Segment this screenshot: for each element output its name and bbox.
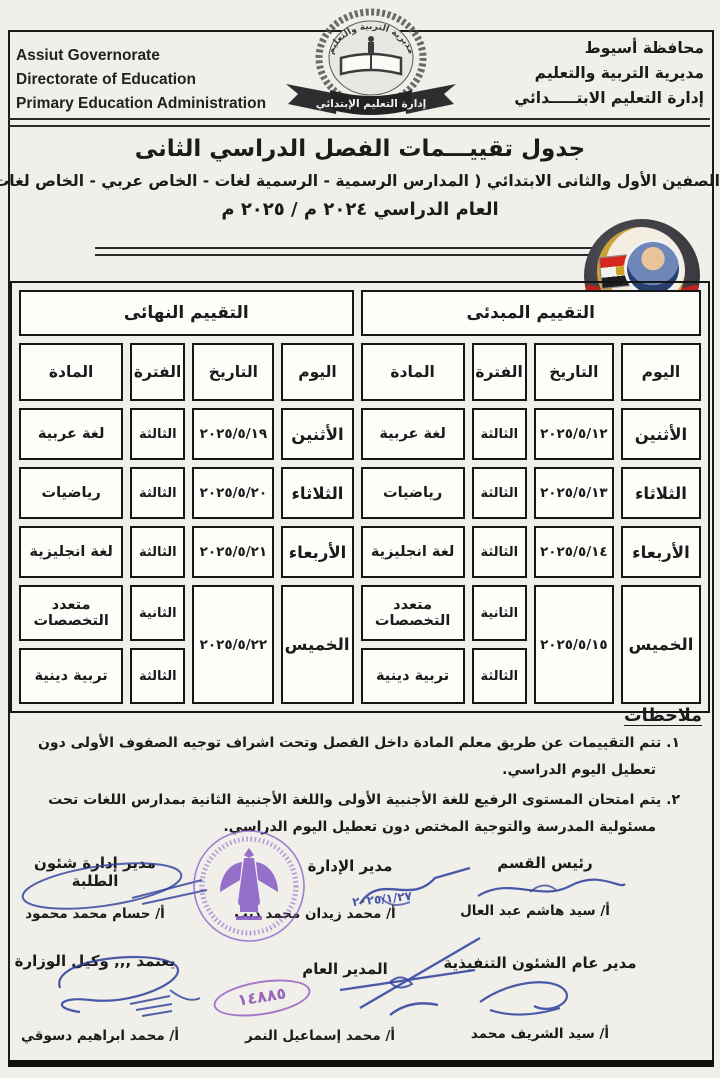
table-row-tuesday: الثلاثاء ٢٠٢٥/٥/١٣ الثالثة رياضيات الثلا… [19, 467, 701, 519]
period-cell: الثالثة [130, 648, 186, 704]
subject-cell: تربية دينية [19, 648, 124, 704]
period-cell: الثالثة [471, 648, 527, 704]
day-cell: الأثنين [281, 408, 354, 460]
sig-title-admin-director: مدير الإدارة [307, 857, 393, 875]
table-row-wednesday: الأربعاء ٢٠٢٥/٥/١٤ الثالثة لغة انجليزية … [19, 526, 701, 578]
period-cell: الثالثة [130, 467, 186, 519]
subject-cell: رياضيات [19, 467, 124, 519]
day-cell: الخميس [281, 585, 354, 704]
education-directorate-logo-icon: مديرية التربية والتعليم إدارة التعليم ال… [278, 6, 464, 118]
bottom-rule [8, 1060, 714, 1067]
sig-name-general-director: أ/ محمد إسماعيل النمر [244, 1028, 396, 1044]
sig-name-dept-head: أ/ سيد هاشم عبد العال [460, 903, 610, 919]
table-row-monday: الأثنين ٢٠٢٥/٥/١٢ الثالثة لغة عربية الأث… [19, 408, 701, 460]
period-cell: الثالثة [471, 526, 527, 578]
date-cell: ٢٠٢٥/٥/١٥ [533, 585, 614, 704]
col-day-final: اليوم [281, 343, 354, 401]
academic-year: العام الدراسي ٢٠٢٤ م / ٢٠٢٥ م [221, 199, 499, 220]
col-date-initial: التاريخ [533, 343, 614, 401]
col-subject-initial: المادة [360, 343, 465, 401]
period-cell: الثالثة [471, 467, 527, 519]
subject-cell: لغة عربية [19, 408, 124, 460]
initial-evaluation-header: التقييم المبدئى [360, 290, 701, 336]
date-cell: ٢٠٢٥/٥/٢١ [192, 526, 275, 578]
date-cell: ٢٠٢٥/٥/٢٠ [192, 467, 275, 519]
col-day-initial: اليوم [620, 343, 701, 401]
col-period-final: الفترة [130, 343, 186, 401]
header-en-line2: Directorate of Education [16, 71, 196, 89]
table-row-thursday-b: الثالثة تربية دينية الثالثة تربية دينية [19, 648, 701, 704]
subject-cell: لغة انجليزية [19, 526, 124, 578]
evaluation-schedule-table: التقييم المبدئى التقييم النهائى اليوم ال… [10, 281, 710, 713]
sig-title-general-director: المدير العام [302, 960, 388, 978]
date-cell: ٢٠٢٥/٥/١٣ [533, 467, 614, 519]
period-cell: الثانية [471, 585, 527, 641]
period-cell: الثالثة [130, 408, 186, 460]
day-cell: الخميس [620, 585, 701, 704]
subject-cell: متعدد التخصصات [19, 585, 124, 641]
header-divider [8, 118, 710, 127]
subject-cell: لغة انجليزية [360, 526, 465, 578]
sig-title-undersecretary: يعتمد ,,, وكيل الوزارة [14, 952, 176, 970]
page-title: جدول تقييـــمات الفصل الدراسي الثانى [134, 136, 586, 162]
period-cell: الثانية [130, 585, 186, 641]
day-cell: الأربعاء [620, 526, 701, 578]
header-ar-line3: إدارة التعليم الابتـــــدائي [514, 88, 704, 107]
date-cell: ٢٠٢٥/٥/١٩ [192, 408, 275, 460]
logo-banner-text: إدارة التعليم الإبتدائي [316, 98, 427, 110]
header-ar-line1: محافظة أسيوط [584, 39, 704, 57]
period-cell: الثالثة [471, 408, 527, 460]
date-cell: ٢٠٢٥/٥/١٢ [533, 408, 614, 460]
note-item-2: ٢. يتم امتحان المستوى الرفيع للغة الأجنب… [48, 791, 680, 835]
sig-name-exec-affairs: أ/ سيد الشريف محمد [470, 1026, 610, 1042]
sig-name-undersecretary: أ/ محمد ابراهيم دسوقي [21, 1028, 179, 1044]
day-cell: الثلاثاء [620, 467, 701, 519]
header-arabic: محافظة أسيوط مديرية التربية والتعليم إدا… [514, 36, 704, 110]
header-english: Assiut Governorate Directorate of Educat… [16, 44, 266, 116]
date-cell: ٢٠٢٥/٥/٢٢ [192, 585, 275, 704]
title-divider [95, 247, 625, 256]
day-cell: الأربعاء [281, 526, 354, 578]
header-en-line3: Primary Education Administration [16, 95, 267, 113]
day-cell: الثلاثاء [281, 467, 354, 519]
period-cell: الثالثة [130, 526, 186, 578]
date-cell: ٢٠٢٥/٥/١٤ [533, 526, 614, 578]
col-date-final: التاريخ [192, 343, 275, 401]
sig-name-admin-director: أ/ محمد زيدان محمد ديب [234, 906, 396, 922]
portrait-photo [624, 239, 682, 297]
note-item-1: ١. تتم التقييمات عن طريق معلم المادة داخ… [37, 735, 680, 779]
sig-title-exec-affairs: مدير عام الشئون التنفيذية [443, 954, 637, 972]
table-row-thursday-a: الخميس ٢٠٢٥/٥/١٥ الثانية متعدد التخصصات … [19, 585, 701, 704]
col-period-initial: الفترة [471, 343, 527, 401]
title-block: جدول تقييـــمات الفصل الدراسي الثانى الص… [0, 136, 720, 220]
col-subject-final: المادة [19, 343, 124, 401]
subject-cell: تربية دينية [360, 648, 465, 704]
notes-heading: ملاحظات [624, 706, 702, 726]
subject-cell: رياضيات [360, 467, 465, 519]
header-en-line1: Assiut Governorate [16, 47, 160, 64]
subject-cell: لغة عربية [360, 408, 465, 460]
sig-title-dept-head: رئيس القسم [497, 854, 593, 872]
notes-section: ملاحظات ١. تتم التقييمات عن طريق معلم ال… [14, 706, 702, 843]
final-evaluation-header: التقييم النهائى [19, 290, 354, 336]
page-subtitle: الصفين الأول والثانى الابتدائي ( المدارس… [0, 172, 720, 190]
subject-cell: متعدد التخصصات [360, 585, 465, 641]
sig-title-student-affairs: مدير إدارة شئون الطلبة [34, 854, 156, 890]
sig-name-student-affairs: أ/ حسام محمد محمود [25, 906, 165, 922]
header-ar-line2: مديرية التربية والتعليم [534, 63, 704, 82]
day-cell: الأثنين [620, 408, 701, 460]
